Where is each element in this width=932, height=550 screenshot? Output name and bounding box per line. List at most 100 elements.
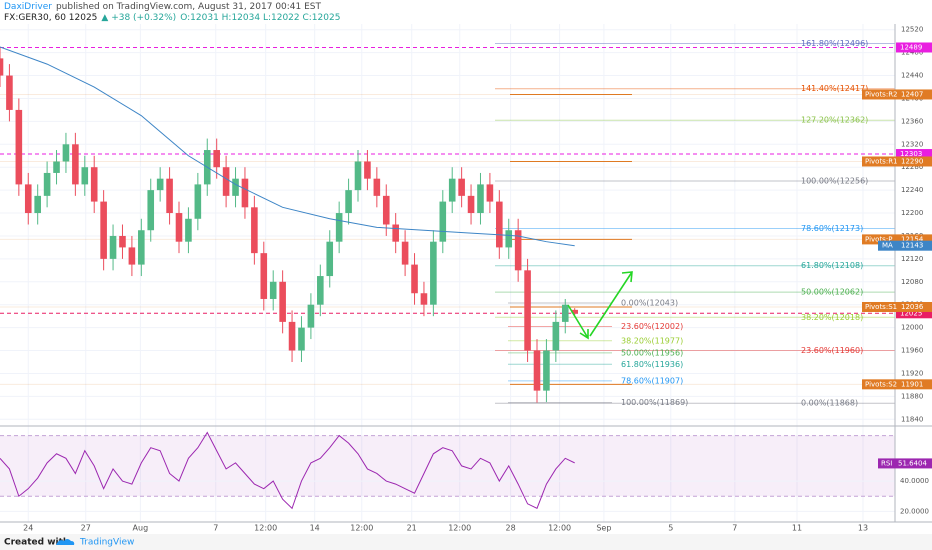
ma-value: 12143 <box>901 242 923 250</box>
y-tick-label: 12240 <box>901 186 923 194</box>
candle-body <box>213 150 220 168</box>
candle-body <box>194 184 202 219</box>
fib-label: 78.60%(12173) <box>801 224 863 233</box>
pivot-value: 11901 <box>901 380 923 388</box>
fib-label: 0.00%(12043) <box>621 298 678 307</box>
x-tick-label: 7 <box>213 524 218 533</box>
symbol-line: FX:GER30, 60 12025 ▲ +38 (+0.32%) O:12031 … <box>4 13 340 23</box>
rsi-tick-label: 40.0000 <box>900 477 929 485</box>
candle-body <box>15 109 23 185</box>
x-tick-label: 11 <box>792 524 802 533</box>
ma-name: MA <box>882 242 893 250</box>
candle-body <box>514 230 522 271</box>
y-tick-label: 12360 <box>901 117 923 125</box>
candle-body <box>251 207 258 254</box>
candle-body <box>119 235 126 248</box>
candle-body <box>109 235 117 259</box>
y-tick-label: 12080 <box>901 278 923 286</box>
footer-bg <box>0 534 932 550</box>
candle-body <box>156 178 164 191</box>
pivot-name: Pivots:R2 <box>865 90 898 98</box>
fib-label: 61.80%(12108) <box>801 261 863 270</box>
y-tick-label: 12000 <box>901 324 923 332</box>
x-tick-label: 14 <box>310 524 320 533</box>
fib-label: 100.00%(11869) <box>621 398 688 407</box>
candle-body <box>232 178 239 196</box>
fib-label: 61.80%(11936) <box>621 360 683 369</box>
marks: 161.80%(12496) 141.40%(12417) 127.20%(1236… <box>0 39 895 510</box>
candle-body <box>317 276 324 305</box>
x-tick-label: Sep <box>596 524 611 533</box>
fib-label: 141.40%(12417) <box>801 84 868 93</box>
footer-brand[interactable]: TradingView <box>79 538 134 548</box>
candle-body <box>401 241 409 265</box>
x-tick-label: 5 <box>668 524 673 533</box>
candle-body <box>505 230 513 248</box>
candle-body <box>288 321 296 351</box>
fib-label: 161.80%(12496) <box>801 39 868 48</box>
rsi-line <box>0 431 575 510</box>
symbol: FX:GER30, 60 12025 <box>4 13 97 23</box>
pivot-value: 12407 <box>901 90 923 98</box>
ohlc: O:12031 H:12034 L:12022 C:12025 <box>180 13 340 23</box>
candle-body <box>128 247 136 265</box>
y-tick-label: 12520 <box>901 26 923 34</box>
footer-created: Created with <box>4 538 69 548</box>
pivot-name: Pivots:R1 <box>865 157 898 165</box>
candle-body <box>185 218 192 242</box>
axes: 1184011880119201196012000120401208012120… <box>23 26 932 533</box>
candle-body <box>166 178 173 214</box>
candle-body <box>335 213 343 242</box>
candle-body <box>138 230 145 265</box>
candle-body <box>90 167 98 202</box>
pivot-badge <box>862 379 932 390</box>
price-badge-label: 12025 <box>900 309 922 317</box>
change: ▲ +38 (+0.32%) <box>101 13 176 23</box>
moving-average <box>0 46 575 247</box>
fib-label: 23.60%(12002) <box>621 322 683 331</box>
price-badge <box>896 149 932 160</box>
candle-body <box>260 253 268 299</box>
x-tick-label: 24 <box>23 524 33 533</box>
y-tick-label: 11840 <box>901 415 923 423</box>
candle-body <box>373 178 381 196</box>
x-tick-label: Aug <box>133 524 149 533</box>
pivot-value: 12290 <box>901 157 923 165</box>
author[interactable]: DaxiDriver <box>4 2 52 12</box>
candle-body <box>496 201 503 248</box>
candle-body <box>420 293 428 305</box>
candle-body <box>6 75 13 110</box>
rsi-tick-label: 20.0000 <box>900 507 929 515</box>
candle-body <box>543 350 550 391</box>
pivot-badge <box>862 301 932 312</box>
x-tick-label: 7 <box>732 524 737 533</box>
rsi-value: 51.6404 <box>898 459 927 467</box>
x-tick-label: 12:00 <box>254 524 277 533</box>
header-bg <box>0 0 380 24</box>
x-tick-label: 21 <box>407 524 417 533</box>
pivot-badge <box>862 156 932 167</box>
price-badge <box>896 308 932 319</box>
candle-body <box>175 213 183 242</box>
candle-body <box>561 304 569 322</box>
pivot-badge <box>862 89 932 100</box>
x-tick-label: 27 <box>81 524 91 533</box>
fib-label: 78.60%(11907) <box>621 376 683 385</box>
candle-body <box>81 167 89 185</box>
candle-body <box>307 304 315 328</box>
forecast-arrow <box>567 271 633 340</box>
candle-body <box>364 161 371 179</box>
candle-body <box>448 178 456 202</box>
candle-body <box>571 309 578 314</box>
fib-label: 127.20%(12362) <box>801 116 868 125</box>
fib-label: 38.20%(12018) <box>801 313 863 322</box>
pivot-value: 12154 <box>901 235 924 243</box>
fib-label: 100.00%(12256) <box>801 176 868 185</box>
fib-label: 50.00%(12062) <box>801 288 863 297</box>
rsi-name: RSI <box>881 459 892 467</box>
y-tick-label: 11960 <box>901 347 923 355</box>
candle-body <box>53 161 60 173</box>
